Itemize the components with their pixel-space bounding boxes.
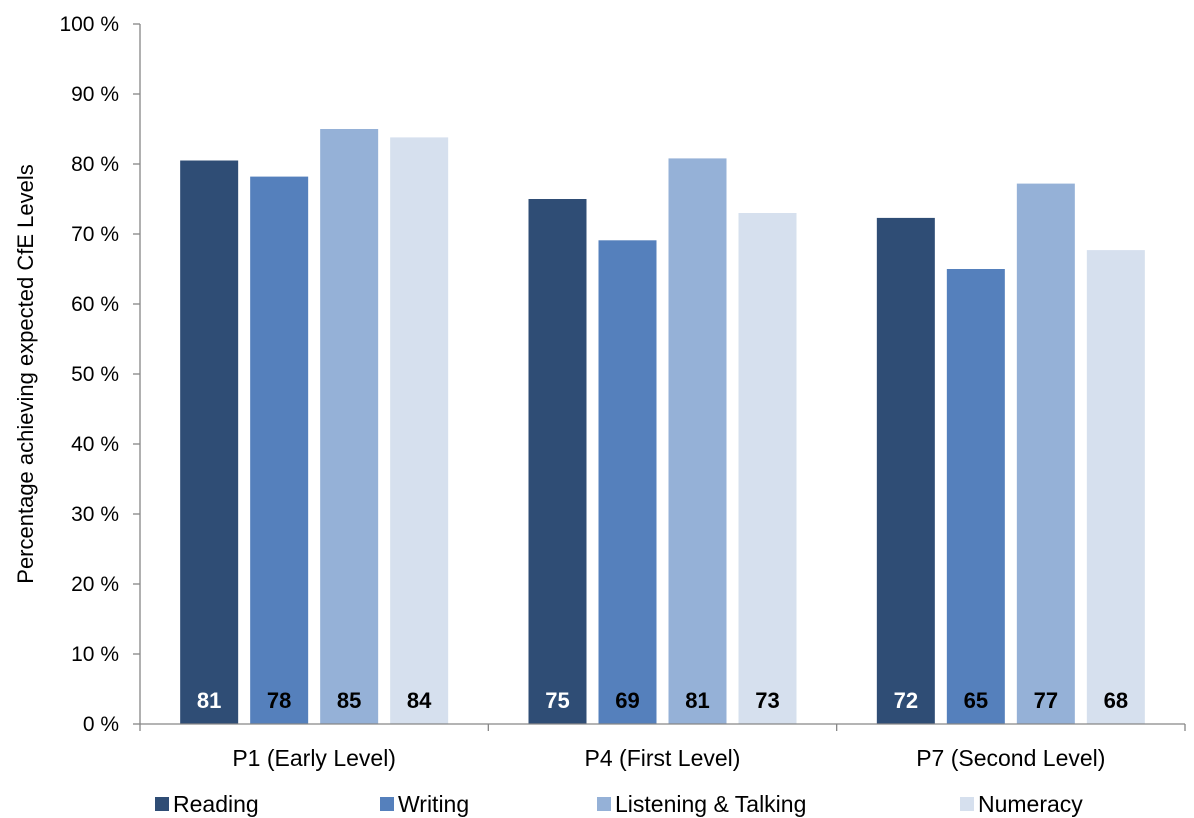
x-category-label: P7 (Second Level): [916, 745, 1105, 771]
data-label: 72: [894, 688, 918, 713]
y-tick-label: 50 %: [71, 363, 119, 386]
bar-writing-3: [946, 269, 1005, 724]
data-label: 75: [545, 688, 569, 713]
x-axis: P1 (Early Level) P4 (First Level) P7 (Seco…: [139, 723, 1186, 771]
bar-writing-1: [250, 176, 309, 725]
y-tick-label: 40 %: [71, 433, 119, 456]
x-category-label: P4 (First Level): [585, 745, 741, 771]
bar-numeracy-1: [390, 137, 449, 724]
legend: Reading Writing Listening & Talking Numerac…: [155, 791, 1083, 817]
y-tick-label: 20 %: [71, 573, 119, 596]
legend-item: Numeracy: [960, 791, 1083, 817]
legend-swatch: [960, 797, 974, 811]
legend-item: Listening & Talking: [597, 791, 806, 817]
data-label: 85: [337, 688, 361, 713]
data-label: 84: [407, 688, 432, 713]
data-label: 73: [755, 688, 779, 713]
y-tick-label: 0 %: [83, 713, 119, 736]
data-label: 81: [685, 688, 709, 713]
legend-swatch: [155, 797, 169, 811]
bar-numeracy-3: [1086, 250, 1145, 724]
data-label: 68: [1104, 688, 1128, 713]
legend-label: Reading: [173, 791, 259, 817]
data-label: 69: [615, 688, 639, 713]
bar-listening-talking-1: [320, 129, 379, 724]
y-axis: 0 % 10 % 20 % 30 % 40 % 50 % 60 % 70 % 80 % 90 % 1…: [59, 13, 141, 736]
bar-listening-talking-3: [1016, 183, 1075, 725]
bar-listening-talking-2: [668, 158, 727, 724]
legend-item: Reading: [155, 791, 259, 817]
data-label: 81: [197, 688, 221, 713]
y-tick-label: 30 %: [71, 503, 119, 526]
y-tick-label: 80 %: [71, 153, 119, 176]
legend-label: Numeracy: [978, 791, 1083, 817]
data-label: 65: [964, 688, 988, 713]
legend-swatch: [380, 797, 394, 811]
y-tick-label: 60 %: [71, 293, 119, 316]
x-category-label: P1 (Early Level): [232, 745, 396, 771]
bar-reading-2: [528, 199, 587, 724]
bars: [180, 129, 1145, 725]
y-axis-title: Percentage achieving expected CfE Levels: [13, 164, 38, 583]
bar-numeracy-2: [738, 213, 797, 724]
y-tick-label: 10 %: [71, 643, 119, 666]
legend-label: Listening & Talking: [615, 791, 806, 817]
data-label: 77: [1034, 688, 1058, 713]
bar-reading-3: [876, 217, 935, 724]
bar-writing-2: [598, 240, 657, 725]
legend-swatch: [597, 797, 611, 811]
y-tick-label: 70 %: [71, 223, 119, 246]
bar-reading-1: [180, 160, 239, 724]
y-tick-label: 90 %: [71, 83, 119, 106]
legend-label: Writing: [398, 791, 469, 817]
legend-item: Writing: [380, 791, 469, 817]
data-labels: 81 78 85 84 75 69 81 73 72 65 77 68: [197, 688, 1128, 713]
y-tick-label: 100 %: [59, 13, 119, 36]
data-label: 78: [267, 688, 291, 713]
